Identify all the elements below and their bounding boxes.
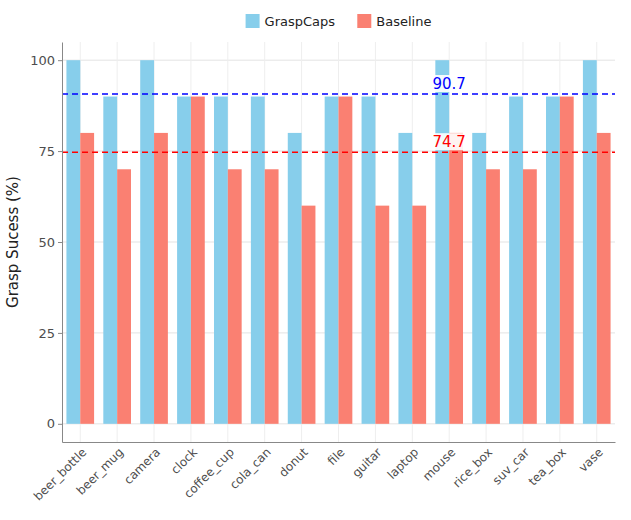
x-tick-label: cola_can — [227, 445, 274, 492]
bar — [560, 97, 574, 424]
x-tick-label: rice_box — [450, 445, 495, 490]
grid — [62, 42, 615, 442]
x-tick-label: laptop — [385, 445, 422, 482]
y-tick-mark — [58, 242, 62, 243]
x-tick: guitar — [349, 442, 384, 480]
x-tick-label: file — [325, 445, 348, 468]
label-patch — [430, 133, 467, 150]
x-tick-label: beer_mug — [74, 445, 126, 497]
bar — [80, 133, 94, 424]
x-tick: cola_can — [227, 442, 274, 492]
x-tick-label: tea_box — [526, 445, 569, 488]
bar — [597, 133, 611, 424]
y-tick-mark — [58, 60, 62, 61]
x-tick-label: camera — [121, 445, 163, 487]
bar — [509, 97, 523, 424]
x-axis-line — [63, 442, 616, 443]
y-tick-label: 0 — [47, 416, 55, 431]
x-tick: clock — [168, 442, 200, 477]
x-tick: tea_box — [526, 442, 569, 488]
y-tick: 50 — [38, 235, 62, 250]
bar — [412, 206, 426, 424]
mean-lines — [62, 94, 615, 152]
bar — [362, 97, 376, 424]
legend: GraspCaps Baseline — [246, 14, 432, 29]
mean-line — [62, 93, 615, 95]
legend-swatch — [357, 14, 371, 28]
bar — [339, 97, 353, 424]
x-tick-label: vase — [576, 445, 606, 475]
bar — [523, 169, 537, 424]
mean-labels: 90.7 74.7 — [430, 75, 467, 151]
y-axis: 0 25 50 75 100 — [30, 43, 62, 443]
y-tick: 25 — [38, 326, 62, 341]
chart: 90.7 74.7 0 25 50 75 100 beer_bottlebeer_mugcam… — [0, 0, 631, 520]
x-tick-label: guitar — [349, 445, 384, 480]
x-tick: beer_mug — [74, 442, 126, 498]
legend-label: GraspCaps — [265, 14, 336, 29]
x-tick: coffee_cup — [181, 442, 237, 501]
x-tick: camera — [121, 442, 163, 487]
y-tick: 100 — [30, 53, 62, 68]
y-tick: 75 — [38, 144, 62, 159]
legend-swatch — [246, 14, 260, 28]
y-tick: 0 — [47, 416, 62, 431]
bar — [191, 97, 205, 424]
x-tick: donut — [276, 442, 311, 480]
bar — [449, 133, 463, 424]
bar — [140, 60, 154, 424]
y-tick-label: 50 — [38, 235, 55, 250]
x-tick: rice_box — [450, 442, 495, 490]
bar — [117, 169, 131, 424]
bar — [251, 97, 265, 424]
bar — [583, 60, 597, 424]
y-tick-label: 25 — [38, 326, 55, 341]
bar — [103, 97, 117, 424]
bar — [435, 60, 449, 424]
y-tick-mark — [58, 151, 62, 152]
label-patch — [430, 75, 467, 92]
bar — [398, 133, 412, 424]
y-axis-title: Grasp Sucess (%) — [4, 176, 22, 308]
y-tick-mark — [58, 333, 62, 334]
x-tick: suv_car — [490, 442, 532, 488]
x-tick: vase — [576, 442, 606, 475]
x-tick-label: clock — [168, 445, 200, 477]
x-tick: file — [325, 442, 348, 468]
bar — [228, 169, 242, 424]
legend-label: Baseline — [376, 14, 431, 29]
mean-line — [62, 151, 615, 153]
bar — [546, 97, 560, 424]
bar — [472, 133, 486, 424]
y-tick-mark — [58, 424, 62, 425]
bar — [375, 206, 389, 424]
x-tick-label: donut — [276, 445, 311, 480]
x-axis: beer_bottlebeer_mugcameraclockcoffee_cup… — [31, 442, 615, 503]
legend-item: Baseline — [357, 14, 431, 29]
legend-item: GraspCaps — [246, 14, 336, 29]
bars — [66, 60, 610, 424]
bar — [288, 133, 302, 424]
y-tick-label: 100 — [30, 53, 55, 68]
bar — [265, 169, 279, 424]
bar — [302, 206, 316, 424]
x-tick: laptop — [385, 442, 422, 482]
bar — [177, 97, 191, 424]
bar — [154, 133, 168, 424]
mean-label: 74.7 — [432, 133, 465, 151]
x-tick-label: suv_car — [490, 445, 532, 487]
bar — [66, 60, 80, 424]
bar — [214, 97, 228, 424]
y-tick-label: 75 — [38, 144, 55, 159]
mean-label: 90.7 — [432, 75, 465, 93]
bar — [325, 97, 339, 424]
plot: 90.7 74.7 0 25 50 75 100 beer_bottlebeer_mugcam… — [30, 42, 615, 503]
y-axis-line — [62, 43, 63, 443]
bar — [486, 169, 500, 424]
x-tick-label: coffee_cup — [181, 445, 237, 501]
